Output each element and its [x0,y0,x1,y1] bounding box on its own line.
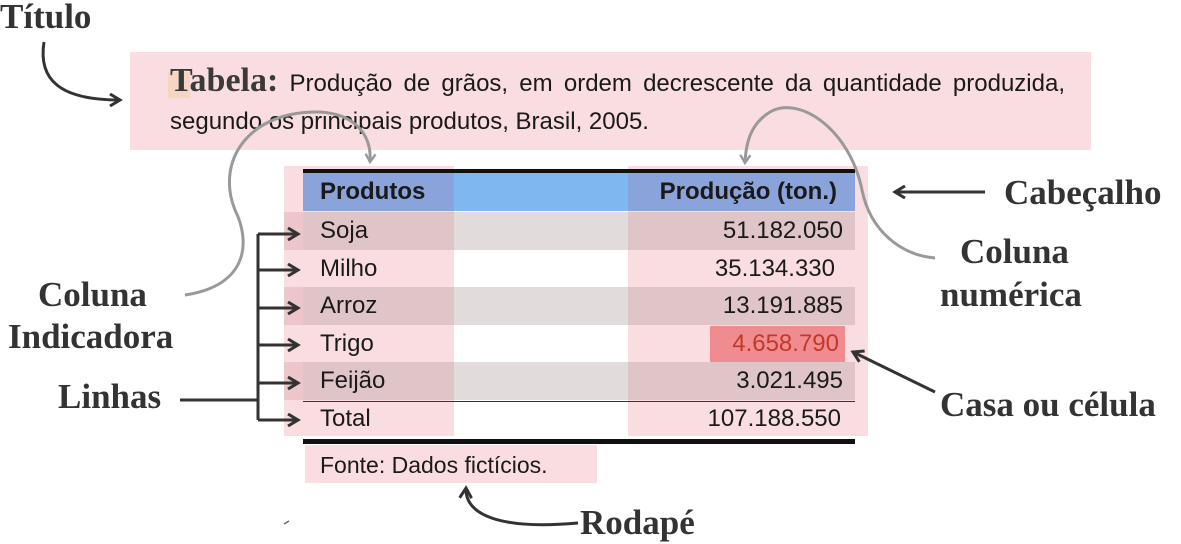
row-milho-product: Milho [320,255,378,282]
coluna-numerica-curve [745,106,936,260]
table-footer: Fonte: Dados fictícios. [320,452,548,478]
label-titulo: Título [0,0,92,36]
label-casa-celula: Casa ou célula [940,385,1156,424]
row-total-product: Total [320,405,371,432]
table-bottom-rule [303,439,855,444]
header-cell-produtos [303,173,454,211]
table-title-bold: Tabela: [170,62,279,99]
row-total-value: 107.188.550 [707,405,841,432]
coluna-indicadora-curve [184,110,370,297]
row-stripe [303,212,855,250]
label-coluna-indicadora-1: Coluna [38,275,147,314]
stripe-overlay [284,212,454,250]
label-cabecalho: Cabeçalho [1004,173,1162,212]
table-top-rule [303,169,855,173]
total-rule [303,401,855,402]
row-milho-value: 35.134.330 [714,255,835,282]
stripe-overlay [628,212,855,250]
label-rodape: Rodapé [580,503,695,542]
rodape-arrow [466,488,579,527]
header-produtos: Produtos [320,178,426,205]
footer-highlight [305,445,597,483]
row-feijao-product: Feijão [320,367,386,394]
row-soja-product: Soja [320,217,369,244]
titulo-arrow [41,41,120,100]
row-stripe [303,362,855,400]
row-soja-value: 51.182.050 [722,217,843,244]
label-coluna-numerica-2: numérica [940,275,1082,314]
stray-mark [283,520,290,525]
label-linhas: Linhas [58,377,162,416]
stripe-overlay [628,287,855,325]
row-arroz-product: Arroz [320,292,378,319]
casa-arrow [853,352,936,394]
label-coluna-indicadora-2: Indicadora [8,317,174,356]
stripe-overlay [284,287,454,325]
row-trigo-product: Trigo [320,330,374,357]
title-highlight [130,52,1091,150]
highlighted-cell [710,326,845,362]
label-coluna-numerica-1: Coluna [960,232,1069,271]
header-producao: Produção (ton.) [659,178,837,205]
linhas-bracket [180,234,260,420]
row-arroz-value: 13.191.885 [722,292,843,319]
stripe-overlay [628,362,855,400]
title-marker [168,72,190,98]
table-title-text: Produção de grãos, em ordem decrescente … [170,70,1066,135]
row-trigo-value: 4.658.790 [732,330,839,357]
header-cell-producao [628,173,855,211]
row-stripe [303,287,855,325]
table-title: Tabela: Produção de grãos, em ordem decr… [170,62,1065,141]
row-feijao-value: 3.021.495 [736,367,843,394]
stripe-overlay [284,362,454,400]
